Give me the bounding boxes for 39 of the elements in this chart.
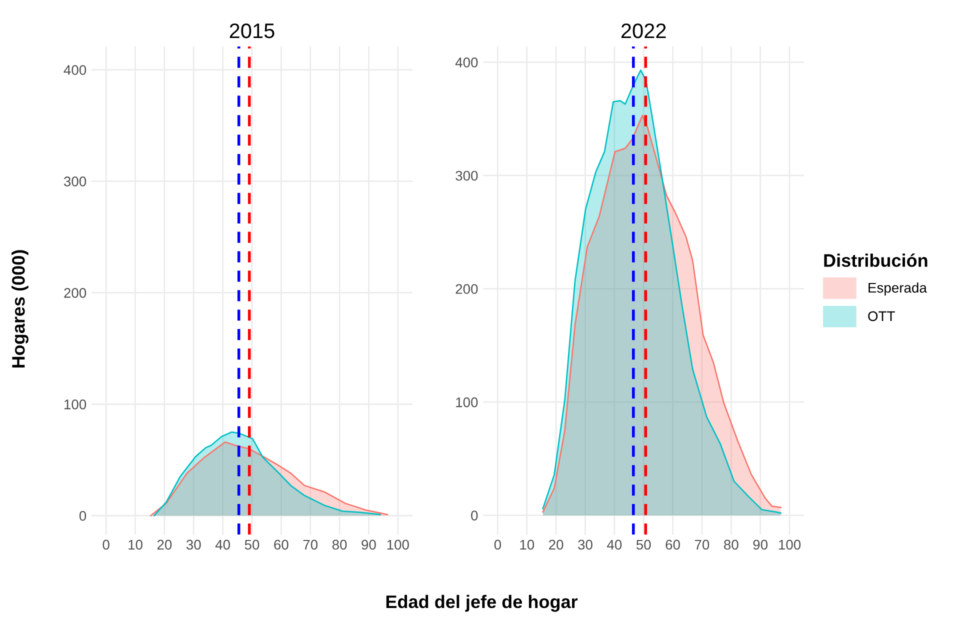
x-tick-label: 100 — [387, 540, 409, 550]
x-tick-label: 20 — [157, 540, 172, 550]
y-axis-title: Hogares (000) — [12, 250, 28, 368]
x-tick-label: 10 — [520, 540, 534, 550]
legend-title: Distribución — [824, 253, 928, 267]
x-tick-label: 90 — [362, 540, 376, 550]
x-tick-label: 50 — [636, 540, 651, 550]
x-tick-label: 80 — [724, 540, 738, 550]
x-tick-label: 20 — [549, 540, 564, 550]
x-tick-label: 40 — [215, 540, 230, 550]
x-tick-label: 100 — [778, 540, 801, 550]
x-axis-title: Edad del jefe de hogar — [386, 594, 578, 612]
x-tick-label: 0 — [102, 540, 110, 550]
y-tick-label: 200 — [64, 288, 86, 298]
x-tick-label: 40 — [607, 540, 622, 550]
chart-title: 2015 — [230, 23, 274, 38]
x-tick-label: 60 — [666, 540, 680, 550]
y-tick-label: 100 — [64, 399, 86, 410]
x-tick-label: 30 — [578, 540, 592, 550]
y-tick-label: 200 — [456, 284, 478, 294]
x-tick-label: 80 — [332, 540, 347, 550]
legend-label: Esperada — [868, 282, 927, 296]
x-tick-label: 50 — [244, 540, 260, 550]
legend-label: OTT — [868, 311, 895, 322]
x-tick-label: 10 — [128, 540, 142, 550]
x-tick-label: 90 — [753, 540, 768, 550]
y-tick-label: 0 — [471, 510, 478, 520]
x-tick-label: 0 — [494, 540, 502, 550]
x-tick-label: 70 — [694, 540, 710, 550]
x-tick-label: 60 — [274, 540, 288, 550]
y-tick-label: 400 — [64, 65, 86, 75]
x-tick-label: 30 — [186, 540, 201, 550]
x-tick-label: 70 — [303, 540, 318, 550]
y-tick-label: 100 — [456, 397, 478, 408]
y-tick-label: 300 — [456, 170, 478, 181]
y-tick-label: 300 — [64, 176, 86, 186]
chart-title: 2022 — [621, 23, 666, 38]
y-tick-label: 0 — [79, 510, 86, 521]
y-tick-label: 400 — [455, 58, 478, 68]
